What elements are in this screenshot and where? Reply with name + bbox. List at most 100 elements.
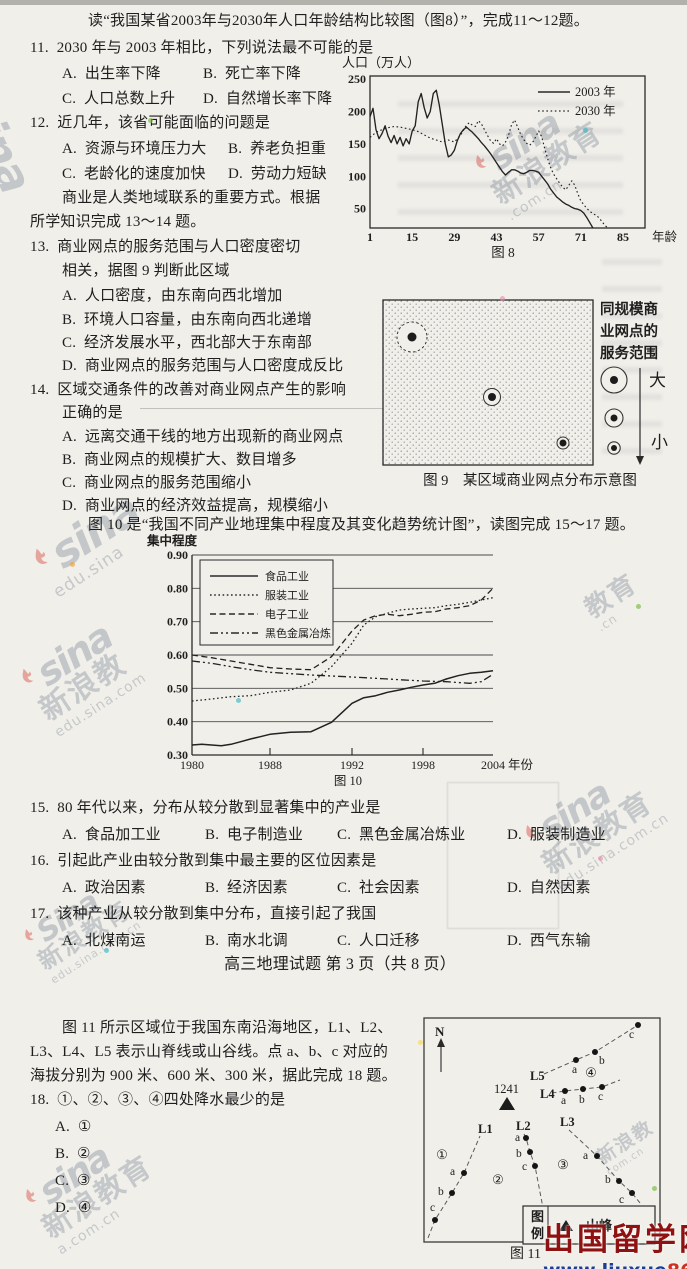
q14-option-a: A. 远离交通干线的地方出现新的商业网点 xyxy=(62,429,344,445)
svg-text:57: 57 xyxy=(533,230,545,244)
svg-text:0.30: 0.30 xyxy=(167,748,188,762)
intro-q15-17: 图 10 是“我国不同产业地理集中程度及其变化趋势统计图”，读图完成 15～17… xyxy=(88,517,635,533)
svg-text:年龄: 年龄 xyxy=(652,230,678,244)
svg-text:29: 29 xyxy=(448,230,460,244)
q11-option-d: D. 自然增长率下降 xyxy=(203,91,333,107)
svg-text:b: b xyxy=(516,1148,522,1160)
confetti-dot xyxy=(148,118,153,123)
svg-text:1980: 1980 xyxy=(180,758,204,772)
q13-stem-line1: 13. 商业网点的服务范围与人口密度密切 xyxy=(30,239,301,255)
liuxue-url-part: 86 xyxy=(667,1260,687,1269)
svg-text:③: ③ xyxy=(557,1157,569,1172)
scan-edge xyxy=(0,0,687,5)
svg-text:食品工业: 食品工业 xyxy=(265,569,309,583)
q16-option-d: D. 自然因素 xyxy=(507,880,591,896)
svg-text:b: b xyxy=(579,1094,585,1106)
q18-option-c: C. ③ xyxy=(55,1173,91,1189)
svg-text:例: 例 xyxy=(531,1226,544,1241)
q14-stem-line2: 正确的是 xyxy=(62,405,123,421)
q16-option-a: A. 政治因素 xyxy=(62,880,146,896)
svg-text:a: a xyxy=(450,1166,455,1178)
svg-text:150: 150 xyxy=(348,137,366,151)
q12-option-c: C. 老龄化的速度加快 xyxy=(62,166,206,182)
wm-mid-right: 教育 .cn xyxy=(579,569,649,635)
svg-text:0.40: 0.40 xyxy=(167,715,188,729)
svg-text:大: 大 xyxy=(649,371,666,390)
svg-text:1: 1 xyxy=(367,230,373,244)
q14-option-b: B. 商业网点的规模扩大、数目增多 xyxy=(62,452,297,468)
q18-option-b: B. ② xyxy=(55,1146,91,1162)
confetti-dot xyxy=(598,856,603,861)
svg-text:15: 15 xyxy=(406,230,418,244)
q13-stem-line2: 相关，据图 9 判断此区域 xyxy=(62,263,230,279)
figure8-population-age-chart: 50 100 150 200 250 1 15 29 43 57 71 85 人口（万人） 年龄图 8 20… xyxy=(342,55,678,260)
q16-stem: 16. 引起此产业由较分散到集中最主要的区位因素是 xyxy=(30,853,377,869)
svg-text:电子工业: 电子工业 xyxy=(265,608,309,621)
q14-option-d: D. 商业网点的经济效益提高，规模缩小 xyxy=(62,498,329,514)
svg-text:a: a xyxy=(561,1095,566,1107)
q12-option-a: A. 资源与环境压力大 xyxy=(62,141,207,157)
q11-option-b: B. 死亡率下降 xyxy=(203,66,302,82)
confetti-dot xyxy=(70,562,75,567)
svg-text:黑色金属冶炼: 黑色金属冶炼 xyxy=(265,626,331,640)
confetti-dot xyxy=(583,128,588,133)
svg-text:2003 年: 2003 年 xyxy=(575,85,616,99)
svg-text:250: 250 xyxy=(348,72,366,86)
confetti-dot xyxy=(418,1040,423,1045)
svg-text:服务范围: 服务范围 xyxy=(600,344,658,362)
q17-option-d: D. 西气东输 xyxy=(507,933,591,949)
svg-text:0.50: 0.50 xyxy=(167,681,188,695)
svg-text:a: a xyxy=(515,1132,520,1144)
q15-option-d: D. 服装制造业 xyxy=(507,827,606,843)
svg-text:同规模商: 同规模商 xyxy=(600,300,658,318)
svg-text:a: a xyxy=(583,1150,588,1162)
svg-text:L1: L1 xyxy=(478,1122,493,1136)
liuxue-watermark: 出国留学网 www.liuxue86.com xyxy=(543,1214,687,1269)
svg-text:c: c xyxy=(430,1202,435,1214)
sina-script-watermark: sina xyxy=(28,614,120,695)
svg-text:图: 图 xyxy=(531,1209,544,1224)
svg-text:2030 年: 2030 年 xyxy=(575,104,616,118)
liuxue-site-name: 出国留学网 xyxy=(543,1222,687,1257)
svg-text:②: ② xyxy=(492,1172,504,1187)
sina-url-watermark: edu.sina.com xyxy=(51,669,150,741)
q12-stem: 12. 近几年，该省可能面临的问题是 xyxy=(30,115,271,131)
bleed-ghost-box xyxy=(447,782,559,929)
svg-text:c: c xyxy=(522,1161,527,1173)
svg-text:c: c xyxy=(598,1091,603,1103)
q13-option-c: C. 经济发展水平，西北部大于东南部 xyxy=(62,335,313,351)
q13-option-b: B. 环境人口容量，由东南向西北递增 xyxy=(62,312,313,328)
sina-flame-icon xyxy=(35,548,48,565)
svg-text:山峰: 山峰 xyxy=(586,1218,613,1233)
q16-option-c: C. 社会因素 xyxy=(337,880,420,896)
svg-text:b: b xyxy=(605,1174,611,1186)
q17-option-b: B. 南水北调 xyxy=(205,933,288,949)
svg-text:a: a xyxy=(572,1064,577,1076)
intro-q13-14-line2: 所学知识完成 13～14 题。 xyxy=(30,214,206,230)
svg-text:50: 50 xyxy=(354,202,366,216)
bleed-ghost-line xyxy=(140,408,458,409)
q17-option-c: C. 人口迁移 xyxy=(337,933,420,949)
q17-option-a: A. 北煤南运 xyxy=(62,933,146,949)
q17-stem: 17. 该种产业从较分散到集中分布，直接引起了我国 xyxy=(30,906,377,922)
q15-option-c: C. 黑色金属冶炼业 xyxy=(337,827,466,843)
svg-text:0.70: 0.70 xyxy=(167,615,188,629)
bleed-ghost xyxy=(602,250,662,465)
svg-text:43: 43 xyxy=(491,230,503,244)
svg-text:b: b xyxy=(438,1186,444,1198)
svg-text:图 8: 图 8 xyxy=(491,245,515,260)
bleed-ghost xyxy=(398,92,623,217)
sina-url-watermark: edu.sina.com.cn xyxy=(48,918,144,987)
svg-text:c: c xyxy=(619,1194,624,1206)
q15-option-a: A. 食品加工业 xyxy=(62,827,161,843)
svg-text:85: 85 xyxy=(617,230,629,244)
svg-text:N: N xyxy=(435,1024,445,1039)
intro-q13-14-line1: 商业是人类地域联系的重要方式。根据 xyxy=(62,190,321,206)
page-footer: 高三地理试题 第 3 页（共 8 页） xyxy=(224,956,456,973)
svg-text:服装工业: 服装工业 xyxy=(265,589,309,602)
liuxue-url: www.liuxue86.com xyxy=(543,1260,687,1269)
confetti-dot xyxy=(236,698,241,703)
